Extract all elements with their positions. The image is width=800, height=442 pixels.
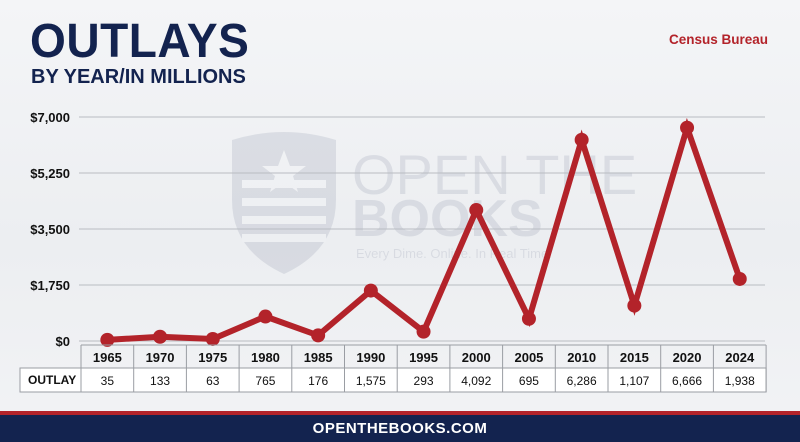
table-row-label: OUTLAY [28,373,76,387]
x-tick-label: 1995 [409,350,438,365]
y-tick-label: $0 [56,334,70,349]
data-label: 695 [519,374,539,388]
data-points [100,120,747,347]
x-tick-label: 2024 [725,350,755,365]
data-point [469,203,484,218]
x-tick-label: 1975 [198,350,227,365]
y-tick-label: $5,250 [30,166,70,181]
y-axis-ticks: $0 $1,750 $3,500 $5,250 $7,000 [30,110,70,349]
data-point [205,331,220,346]
x-tick-label: 1965 [93,350,122,365]
data-point [153,329,168,344]
data-label: 1,107 [619,374,649,388]
data-point [311,328,326,343]
source-label: Census Bureau [668,32,768,47]
data-label: 765 [255,374,275,388]
data-point [680,120,695,135]
data-label: 6,286 [567,374,597,388]
y-tick-label: $7,000 [30,110,70,125]
watermark-line2: BOOKS [352,190,543,248]
watermark-tagline: Every Dime. Online. In Real Time. [356,246,552,261]
data-point [100,332,115,347]
data-label: 293 [414,374,434,388]
data-point [574,132,589,147]
shield-logo-icon [232,132,336,274]
data-point [416,324,431,339]
data-point [732,271,747,286]
x-tick-label: 2000 [462,350,491,365]
footer-url: OPENTHEBOOKS.COM [312,420,488,437]
chart-subtitle: BY YEAR/IN MILLIONS [31,66,246,88]
x-tick-label: 1985 [304,350,333,365]
data-label: 1,575 [356,374,386,388]
chart-title: OUTLAYS [30,15,250,68]
x-tick-label: 2015 [620,350,649,365]
x-tick-label: 2005 [514,350,543,365]
y-tick-label: $1,750 [30,278,70,293]
y-tick-label: $3,500 [30,222,70,237]
data-label: 63 [206,374,220,388]
x-tick-label: 1990 [356,350,385,365]
x-tick-label: 2010 [567,350,596,365]
data-point [258,309,273,324]
data-label: 1,938 [725,374,755,388]
data-point [521,311,536,326]
table-row-box [19,367,767,393]
x-tick-label: 1970 [146,350,175,365]
footer-bar: OPENTHEBOOKS.COM [0,411,800,442]
data-label: 176 [308,374,328,388]
data-label: 4,092 [461,374,491,388]
data-table: OUTLAY 1965 35 1970 133 1975 63 1980 765 1985 176… [19,344,767,393]
line-chart: OPEN THE BOOKS Every Dime. Online. In Re… [19,110,767,393]
watermark: OPEN THE BOOKS Every Dime. Online. In Re… [232,132,637,274]
x-tick-label: 1980 [251,350,280,365]
data-label: 6,666 [672,374,702,388]
data-point [627,298,642,313]
data-label: 35 [101,374,115,388]
data-label: 133 [150,374,170,388]
data-point [363,283,378,298]
x-tick-label: 2020 [673,350,702,365]
